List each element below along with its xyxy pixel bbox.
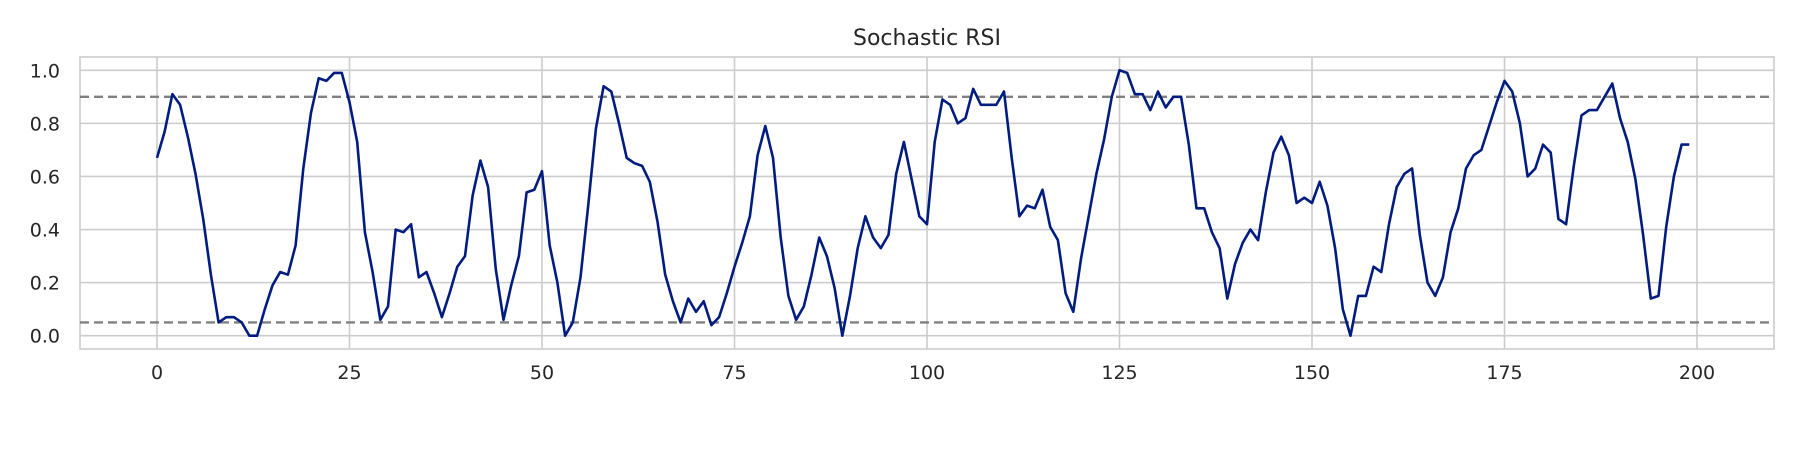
x-tick-label: 50: [530, 362, 554, 384]
x-tick-label: 125: [1101, 362, 1137, 384]
x-tick-label: 25: [337, 362, 361, 384]
y-axis-ticks: 0.0 0.2 0.4 0.6 0.8 1.0: [30, 60, 60, 347]
x-tick-label: 75: [722, 362, 746, 384]
y-tick-label: 0.2: [30, 273, 60, 295]
chart-title: Sochastic RSI: [853, 26, 1001, 51]
x-axis-ticks: 0 25 50 75 100 125 150 175 200: [151, 362, 1715, 384]
x-tick-label: 150: [1294, 362, 1330, 384]
y-tick-label: 0.4: [30, 220, 60, 242]
x-tick-label: 200: [1679, 362, 1715, 384]
y-tick-label: 0.0: [30, 326, 60, 348]
grid-lines: [80, 57, 1774, 349]
y-tick-label: 1.0: [30, 60, 60, 82]
reference-lines: [80, 95, 1774, 324]
x-tick-label: 175: [1486, 362, 1522, 384]
series-lines: [155, 68, 1690, 338]
x-tick-label: 100: [909, 362, 945, 384]
y-tick-label: 0.8: [30, 113, 60, 135]
y-tick-label: 0.6: [30, 166, 60, 188]
series-line: [155, 68, 1690, 338]
x-tick-label: 0: [151, 362, 163, 384]
